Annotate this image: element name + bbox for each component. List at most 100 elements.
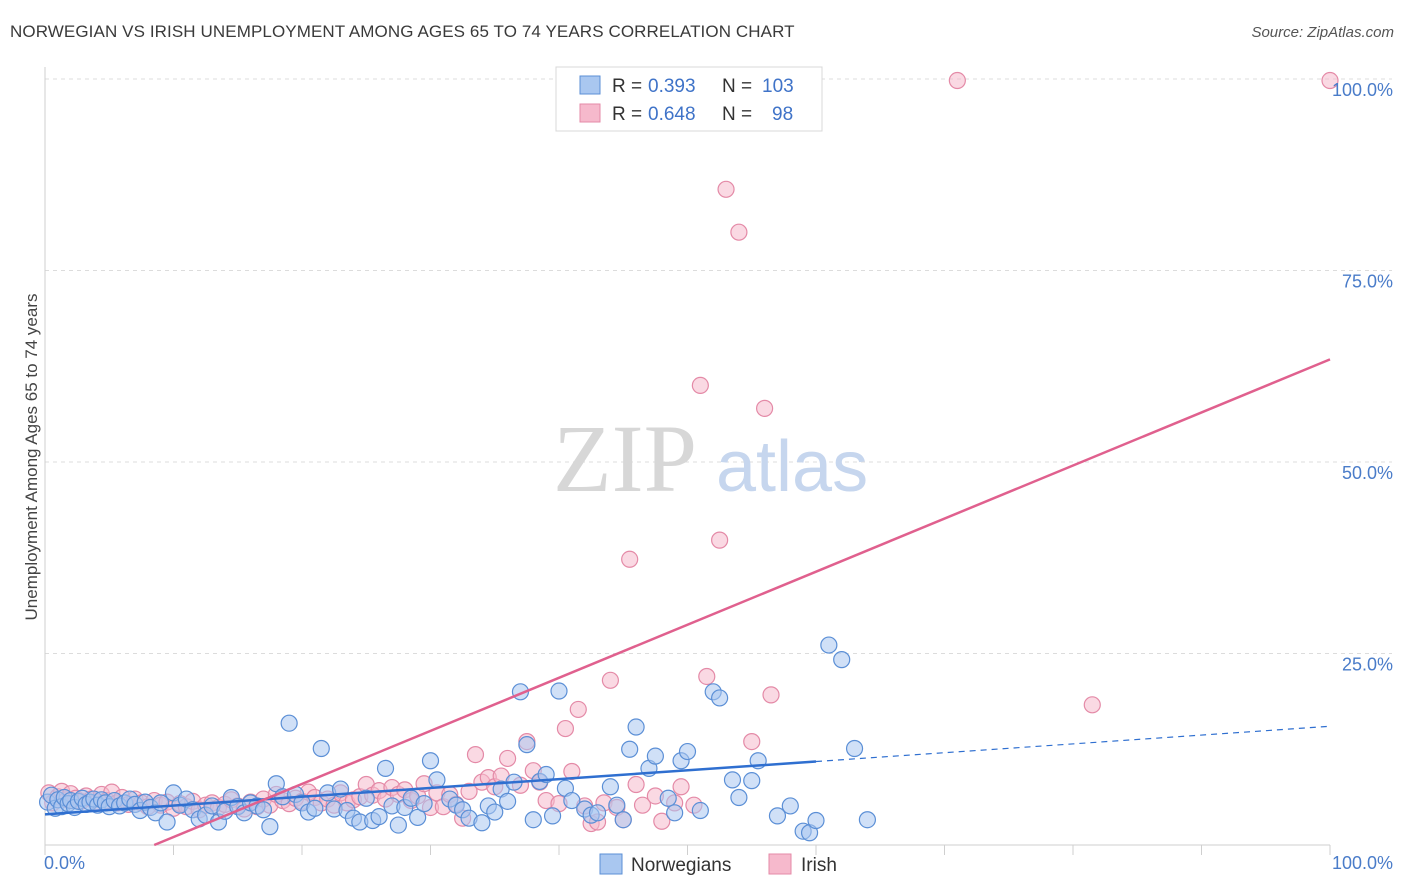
norwegians-point	[723, 771, 742, 789]
norwegians-point	[627, 718, 645, 736]
norwegians-point	[614, 811, 632, 829]
irish-point	[627, 775, 645, 794]
legend-top: R = 0.393 N = 103 R = 0.648 N = 98	[555, 66, 823, 132]
norwegians-point	[678, 742, 697, 761]
legend-n-label-norwegians: N =	[722, 76, 752, 97]
legend-r-label-norwegians: R =	[612, 76, 642, 97]
legend-n-label-irish: N =	[722, 104, 752, 125]
irish-point	[466, 746, 485, 764]
legend-bottom-norwegians: Norwegians	[631, 855, 731, 876]
irish-point	[698, 667, 716, 686]
norwegians-point	[858, 811, 877, 829]
irish-point	[633, 796, 652, 814]
irish-point	[948, 71, 966, 90]
legend-swatch-norwegians	[579, 75, 601, 95]
norwegians-point	[621, 740, 639, 758]
norwegians-point	[389, 816, 407, 834]
norwegians-point	[711, 689, 729, 707]
irish-point	[755, 399, 774, 417]
norwegians-point	[312, 739, 330, 758]
series-norwegians-points	[38, 636, 877, 842]
norwegians-point	[306, 799, 324, 817]
legend-bottom: Norwegians Irish	[599, 853, 837, 876]
norwegians-point	[646, 747, 664, 765]
norwegians-point	[563, 791, 581, 810]
y-tick-label-2: 75.0%	[1342, 272, 1393, 292]
irish-point	[460, 782, 478, 800]
irish-point	[569, 700, 587, 719]
watermark-zip: ZIP	[553, 405, 697, 512]
legend-bottom-swatch-norwegians	[599, 853, 623, 875]
watermark-atlas: atlas	[716, 427, 868, 507]
irish-point	[730, 223, 748, 241]
norwegians-point	[608, 796, 626, 814]
grid	[45, 78, 1392, 654]
legend-r-value-norwegians: 0.393	[648, 76, 696, 97]
norwegians-point	[370, 808, 388, 826]
y-axis-label: Unemployment Among Ages 65 to 74 years	[22, 294, 41, 621]
norwegians-point	[743, 772, 761, 790]
norwegians-point	[807, 811, 825, 830]
norwegians-point	[158, 813, 176, 831]
legend-swatch-irish	[579, 103, 601, 123]
irish-point	[601, 671, 620, 689]
irish-point	[653, 812, 671, 830]
legend-n-value-norwegians: 103	[762, 76, 794, 97]
tick-labels: 25.0% 50.0% 75.0% 100.0% 0.0% 100.0%	[44, 80, 1393, 873]
irish-point	[691, 376, 709, 394]
legend-n-value-irish: 98	[772, 104, 793, 125]
norwegians-point	[781, 797, 799, 815]
norwegians-point	[768, 807, 787, 825]
norwegians-point	[486, 803, 504, 821]
norwegians-point	[730, 788, 748, 807]
legend-r-value-irish: 0.648	[648, 104, 696, 125]
norwegians-point	[376, 759, 395, 778]
trend-line-norwegians	[44, 760, 817, 816]
irish-point	[711, 531, 729, 549]
irish-point	[1083, 696, 1101, 714]
norwegians-point	[280, 714, 298, 732]
norwegians-point	[833, 651, 851, 669]
y-tick-label-0: 25.0%	[1342, 655, 1393, 675]
watermark: ZIP atlas	[553, 405, 868, 512]
norwegians-point	[601, 778, 620, 796]
trend-line-norwegians-extension	[815, 725, 1331, 763]
norwegians-point	[588, 804, 607, 822]
irish-point	[499, 749, 517, 768]
irish-point	[717, 180, 735, 198]
norwegians-point	[421, 752, 440, 770]
y-tick-label-1: 50.0%	[1342, 463, 1393, 483]
y-tick-label-3: 100.0%	[1332, 80, 1393, 100]
norwegians-point	[409, 808, 427, 827]
norwegians-point	[524, 811, 542, 829]
norwegians-point	[357, 789, 375, 807]
norwegians-point	[845, 739, 864, 758]
legend-bottom-irish: Irish	[801, 855, 837, 876]
norwegians-point	[499, 792, 517, 810]
trend-lines	[44, 358, 1331, 847]
norwegians-point	[518, 736, 536, 754]
irish-point	[762, 686, 780, 704]
irish-point	[743, 732, 761, 751]
norwegians-point	[691, 801, 709, 820]
legend-bottom-swatch-irish	[768, 853, 792, 875]
axes	[44, 67, 1331, 855]
norwegians-point	[415, 795, 433, 813]
norwegians-point	[428, 771, 446, 789]
norwegians-point	[820, 636, 838, 654]
norwegians-point	[261, 818, 279, 836]
chart-title: NORWEGIAN VS IRISH UNEMPLOYMENT AMONG AG…	[10, 22, 795, 41]
irish-point	[621, 550, 639, 568]
x-tick-label-1: 100.0%	[1332, 853, 1393, 873]
x-tick-label-0: 0.0%	[44, 853, 85, 873]
legend-r-label-irish: R =	[612, 104, 642, 125]
source-label: Source: ZipAtlas.com	[1251, 24, 1394, 41]
norwegians-point	[473, 814, 491, 832]
irish-point	[672, 778, 690, 796]
norwegians-point	[659, 789, 677, 807]
norwegians-point	[543, 807, 562, 825]
irish-point	[1321, 71, 1339, 90]
norwegians-point	[550, 682, 568, 700]
trend-line-irish	[153, 358, 1331, 847]
